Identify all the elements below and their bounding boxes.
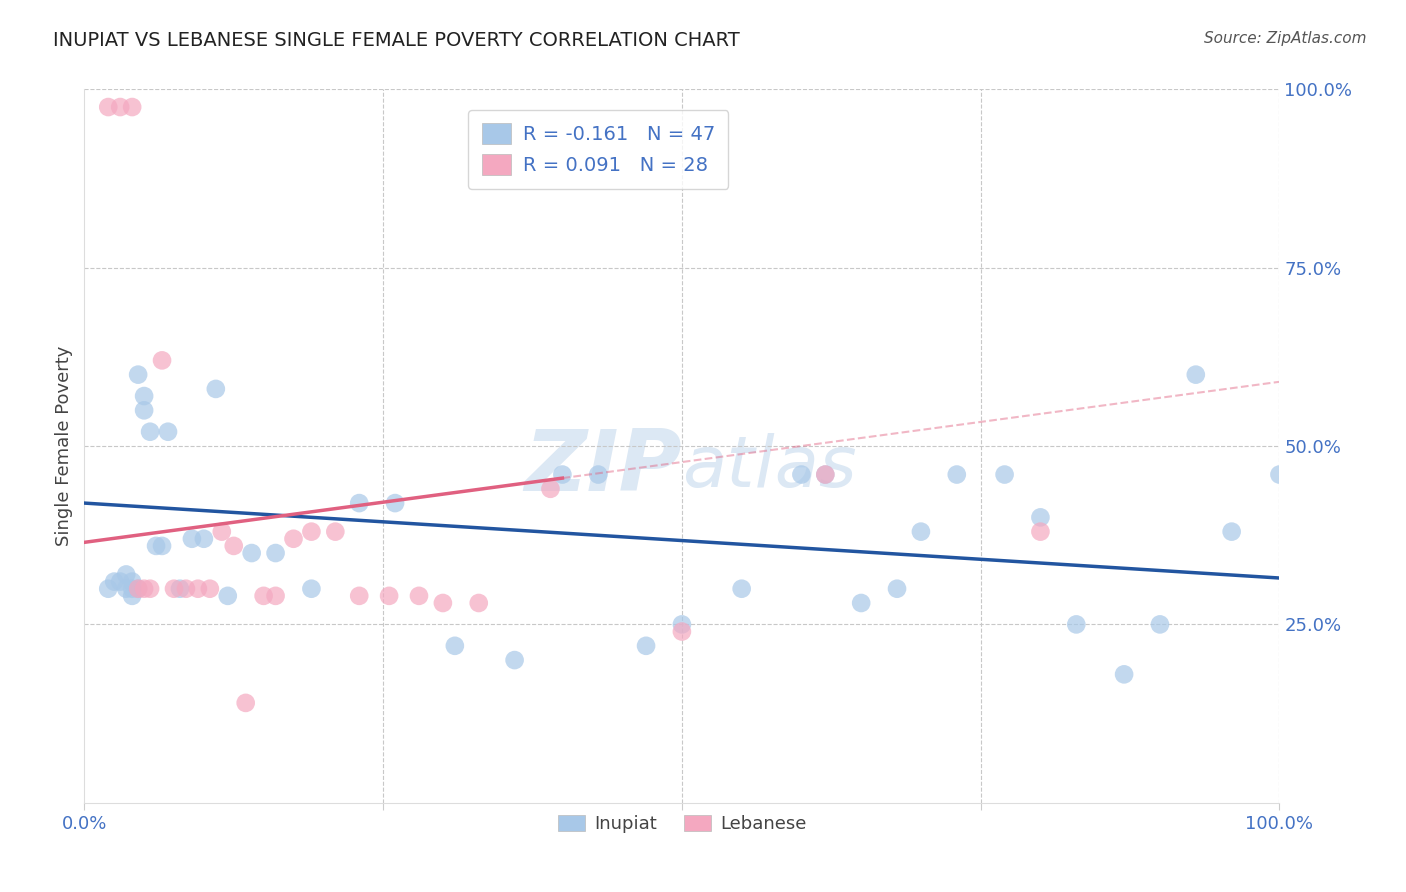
Point bbox=[240, 546, 263, 560]
Point bbox=[187, 582, 209, 596]
Point bbox=[145, 539, 167, 553]
Point bbox=[121, 100, 143, 114]
Point bbox=[217, 589, 239, 603]
Point bbox=[349, 496, 371, 510]
Point bbox=[1029, 524, 1052, 539]
Point bbox=[139, 582, 162, 596]
Point bbox=[198, 582, 221, 596]
Point bbox=[139, 425, 162, 439]
Point bbox=[132, 582, 156, 596]
Point bbox=[1185, 368, 1208, 382]
Point bbox=[110, 100, 132, 114]
Point bbox=[132, 389, 156, 403]
Point bbox=[886, 582, 908, 596]
Point bbox=[910, 524, 932, 539]
Y-axis label: Single Female Poverty: Single Female Poverty bbox=[55, 346, 73, 546]
Point bbox=[174, 582, 197, 596]
Point bbox=[671, 624, 693, 639]
Point bbox=[110, 574, 132, 589]
Point bbox=[264, 546, 287, 560]
Point bbox=[1066, 617, 1088, 632]
Point bbox=[121, 574, 143, 589]
Legend: Inupiat, Lebanese: Inupiat, Lebanese bbox=[551, 807, 813, 840]
Point bbox=[301, 524, 323, 539]
Point bbox=[163, 582, 186, 596]
Point bbox=[97, 100, 120, 114]
Point bbox=[1029, 510, 1052, 524]
Point bbox=[121, 589, 143, 603]
Point bbox=[127, 582, 149, 596]
Point bbox=[851, 596, 873, 610]
Point bbox=[540, 482, 562, 496]
Point bbox=[1220, 524, 1243, 539]
Point bbox=[349, 589, 371, 603]
Text: atlas: atlas bbox=[682, 433, 856, 502]
Point bbox=[468, 596, 491, 610]
Point bbox=[115, 582, 138, 596]
Point bbox=[97, 582, 120, 596]
Point bbox=[264, 589, 287, 603]
Point bbox=[408, 589, 430, 603]
Point bbox=[132, 403, 156, 417]
Point bbox=[790, 467, 813, 482]
Point bbox=[325, 524, 347, 539]
Point bbox=[1149, 617, 1171, 632]
Point bbox=[671, 617, 693, 632]
Point bbox=[127, 368, 149, 382]
Point bbox=[384, 496, 406, 510]
Point bbox=[994, 467, 1017, 482]
Point bbox=[157, 425, 180, 439]
Point bbox=[253, 589, 276, 603]
Point bbox=[103, 574, 125, 589]
Point bbox=[636, 639, 658, 653]
Point bbox=[283, 532, 305, 546]
Point bbox=[222, 539, 245, 553]
Point bbox=[1114, 667, 1136, 681]
Point bbox=[127, 582, 149, 596]
Point bbox=[503, 653, 526, 667]
Text: ZIP: ZIP bbox=[524, 425, 682, 509]
Point bbox=[121, 582, 143, 596]
Point bbox=[181, 532, 204, 546]
Point bbox=[814, 467, 837, 482]
Point bbox=[432, 596, 454, 610]
Point bbox=[378, 589, 401, 603]
Text: Source: ZipAtlas.com: Source: ZipAtlas.com bbox=[1204, 31, 1367, 46]
Point bbox=[731, 582, 754, 596]
Point bbox=[1268, 467, 1291, 482]
Point bbox=[551, 467, 574, 482]
Point bbox=[814, 467, 837, 482]
Point bbox=[150, 539, 173, 553]
Point bbox=[211, 524, 233, 539]
Point bbox=[115, 567, 138, 582]
Point bbox=[205, 382, 228, 396]
Point bbox=[235, 696, 257, 710]
Point bbox=[946, 467, 969, 482]
Point bbox=[169, 582, 191, 596]
Point bbox=[588, 467, 610, 482]
Text: INUPIAT VS LEBANESE SINGLE FEMALE POVERTY CORRELATION CHART: INUPIAT VS LEBANESE SINGLE FEMALE POVERT… bbox=[53, 31, 740, 50]
Point bbox=[444, 639, 467, 653]
Point bbox=[301, 582, 323, 596]
Point bbox=[150, 353, 173, 368]
Point bbox=[193, 532, 215, 546]
